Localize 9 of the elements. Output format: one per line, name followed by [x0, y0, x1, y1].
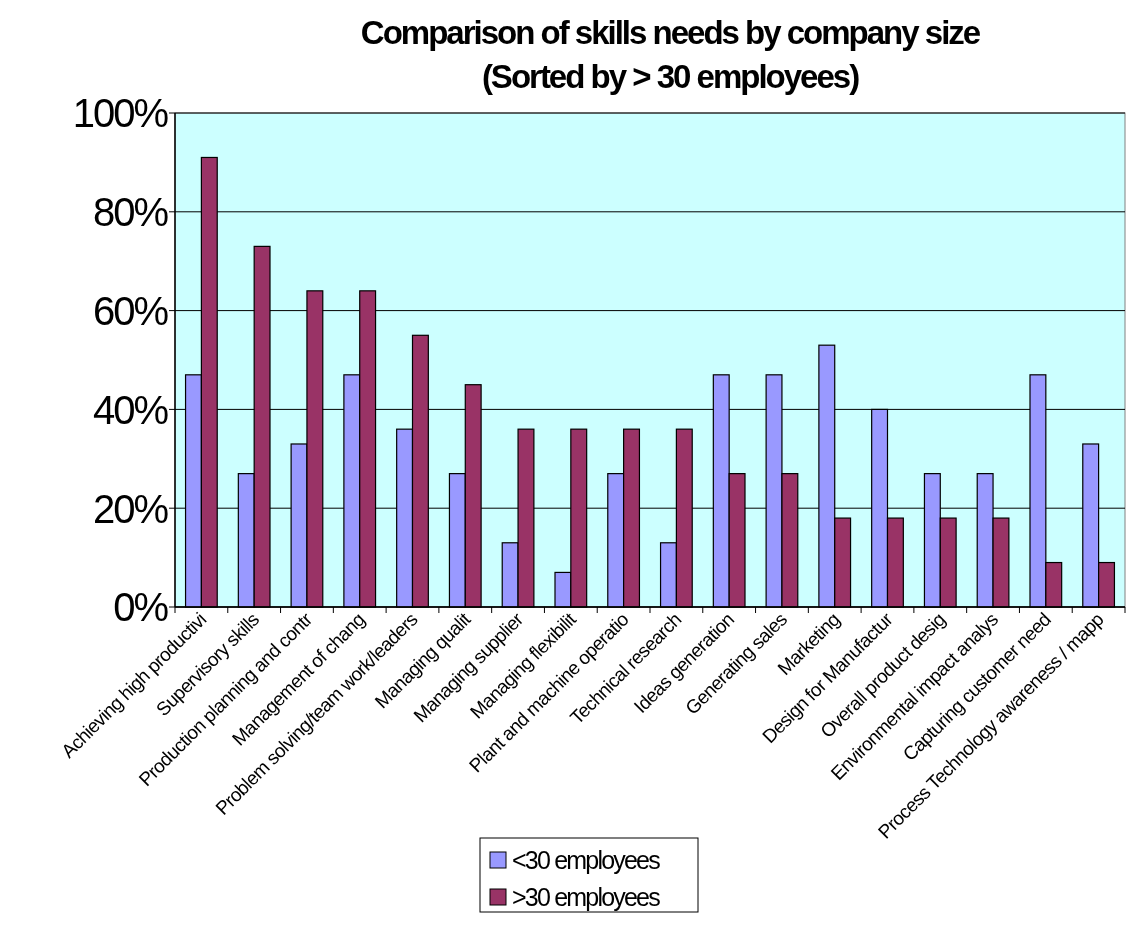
legend-label: <30 employees — [512, 846, 661, 874]
legend-label: >30 employees — [512, 883, 661, 911]
y-tick-label: 60% — [92, 289, 169, 333]
y-tick-label: 20% — [92, 486, 169, 531]
chart-subtitle: (Sorted by > 30 employees) — [481, 58, 860, 95]
y-tick-label: 100% — [72, 91, 169, 136]
y-tick-label: 40% — [92, 387, 169, 432]
y-tick-label: 80% — [92, 190, 169, 235]
chart-title: Comparison of skills needs by company size — [360, 14, 981, 51]
